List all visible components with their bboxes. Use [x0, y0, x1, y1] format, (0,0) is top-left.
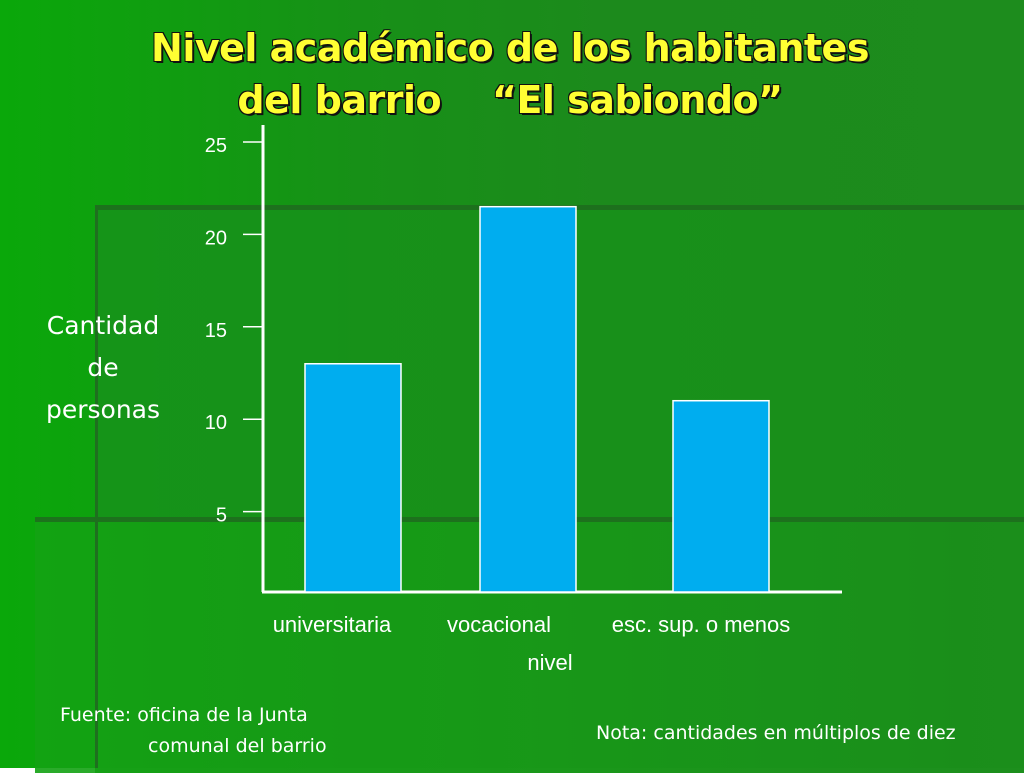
title-line-2: del barrio “El sabiondo”: [237, 78, 783, 122]
bar-0: [304, 363, 402, 593]
source-line-2: comunal del barrio: [148, 735, 327, 757]
x-axis-label: nivel: [527, 650, 573, 675]
y-tick-label-20: 20: [205, 227, 227, 249]
y-axis-label-line-3: personas: [45, 395, 161, 424]
source-line-1: Fuente: oficina de la Junta: [60, 704, 308, 726]
category-label-1: vocacional: [447, 612, 551, 637]
y-tick-label-15: 15: [205, 320, 227, 342]
title-line-1: Nivel académico de los habitantes: [151, 26, 869, 70]
category-label-2: esc. sup. o menos: [612, 612, 791, 637]
bar-1: [479, 205, 577, 593]
y-tick-label-25: 25: [205, 135, 227, 157]
y-tick-label-5: 5: [216, 505, 227, 527]
slide-title: Nivel académico de los habitantes del ba…: [40, 22, 980, 126]
footnote: Nota: cantidades en múltiplos de diez: [596, 722, 956, 744]
category-label-0: universitaria: [273, 612, 392, 637]
bar-2: [672, 399, 770, 593]
y-tick-label-10: 10: [205, 412, 227, 434]
y-axis-label-line-1: Cantidad: [46, 311, 160, 340]
y-axis-label: Cantidad de personas: [28, 305, 178, 431]
source-note: Fuente: oficina de la Junta comunal del …: [60, 700, 327, 762]
background-divider: [95, 205, 98, 768]
y-axis-label-line-2: de: [87, 353, 119, 382]
